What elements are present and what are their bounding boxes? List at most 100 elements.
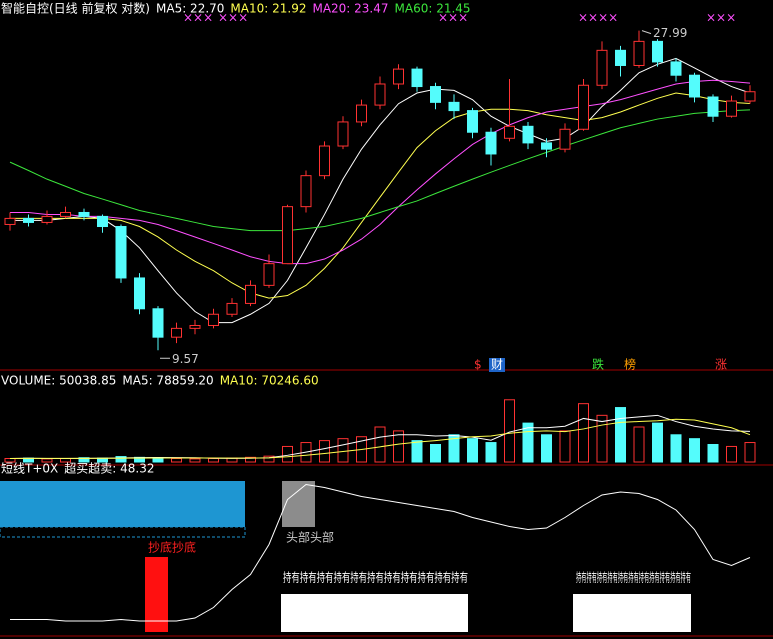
candle-body bbox=[633, 40, 645, 66]
volume-bar bbox=[337, 438, 349, 463]
candle-body bbox=[615, 49, 626, 66]
volume-bar bbox=[670, 434, 682, 463]
high-label: 27.99 bbox=[653, 26, 687, 40]
indicator-line bbox=[10, 483, 751, 622]
candle-body bbox=[448, 101, 460, 112]
legend-label: MA20: 23.47 bbox=[312, 2, 388, 16]
volume-bar bbox=[522, 422, 534, 463]
candle-body bbox=[430, 86, 441, 103]
volume-bar bbox=[374, 426, 386, 463]
candle-body bbox=[504, 125, 515, 139]
candle-body bbox=[541, 142, 552, 150]
bottom-bar bbox=[145, 557, 168, 632]
volume-bar bbox=[744, 442, 756, 463]
candle-body bbox=[356, 104, 367, 123]
legend-label: VOLUME: 50038.85 bbox=[1, 374, 116, 388]
candle-body bbox=[152, 308, 164, 338]
ma-line bbox=[9, 418, 751, 459]
volume-bar bbox=[467, 438, 478, 463]
candle-body bbox=[707, 96, 719, 117]
annotation-bg bbox=[489, 358, 505, 372]
signal: ××× bbox=[218, 11, 248, 25]
volume-bar bbox=[245, 456, 256, 463]
volume-bar bbox=[430, 444, 441, 463]
hold-zone bbox=[281, 594, 468, 632]
signal: ××× bbox=[438, 11, 468, 25]
legend-label: 短线T+0X bbox=[1, 462, 58, 476]
candle-body bbox=[282, 206, 293, 265]
candle-body bbox=[319, 145, 330, 177]
ma-line bbox=[10, 79, 751, 265]
volume-bar bbox=[448, 434, 460, 463]
candle-body bbox=[4, 217, 16, 225]
volume-bar bbox=[393, 430, 404, 463]
low-label: 9.57 bbox=[172, 352, 199, 366]
legend-label: MA10: 21.92 bbox=[230, 2, 306, 16]
candle-body bbox=[171, 327, 182, 338]
ma-line bbox=[9, 109, 751, 232]
candle-body bbox=[467, 110, 478, 133]
hold-label: 持有持有持有持有持有持有持有持有持有持有持有 bbox=[576, 570, 691, 585]
candle-body bbox=[393, 68, 404, 85]
candle-body bbox=[263, 263, 275, 286]
legend-label: MA10: 70246.60 bbox=[220, 374, 319, 388]
top-zone bbox=[282, 481, 315, 527]
volume-bar bbox=[319, 440, 330, 463]
volume-bar bbox=[652, 422, 663, 463]
signal: ××× bbox=[706, 11, 736, 25]
volume-bar bbox=[578, 403, 589, 463]
annotation: 财 bbox=[491, 358, 503, 372]
candle-body bbox=[60, 211, 71, 217]
legend-label: MA5: 22.70 bbox=[156, 2, 224, 16]
volume-bar bbox=[707, 444, 719, 463]
volume-bar bbox=[263, 455, 275, 463]
volume-bar bbox=[541, 434, 552, 463]
volume-bar bbox=[208, 458, 219, 463]
candle-body bbox=[485, 131, 497, 155]
annotation: 跌 bbox=[592, 357, 604, 372]
candle-body bbox=[134, 277, 145, 310]
candle-body bbox=[596, 49, 608, 86]
volume-bar bbox=[171, 458, 182, 463]
candle-body bbox=[744, 91, 756, 102]
candle-body bbox=[226, 302, 238, 315]
signal: ×××× bbox=[578, 11, 618, 25]
candle-body bbox=[97, 215, 108, 228]
volume-bar bbox=[726, 445, 737, 463]
volume-bar bbox=[115, 456, 127, 463]
legend-label: MA60: 21.45 bbox=[395, 2, 471, 16]
candle-body bbox=[300, 175, 312, 208]
volume-bar bbox=[633, 426, 645, 463]
candle-body bbox=[23, 217, 34, 223]
candle-body bbox=[726, 100, 737, 117]
bottom-label: 抄底抄底 bbox=[148, 540, 196, 555]
annotation: 榜 bbox=[624, 357, 636, 372]
blue-hatch bbox=[0, 526, 246, 538]
candle-body bbox=[374, 83, 386, 106]
signal: ××× bbox=[183, 11, 213, 25]
hold-label: 持有持有持有持有持有持有持有持有持有持有持有 bbox=[283, 570, 468, 585]
annotation: $ bbox=[474, 358, 482, 372]
candle-body bbox=[670, 61, 682, 76]
candle-body bbox=[578, 84, 589, 130]
hold-zone bbox=[573, 594, 691, 632]
candle-body bbox=[41, 215, 53, 223]
top-label: 头部头部 bbox=[286, 530, 334, 545]
candle-body bbox=[652, 40, 663, 63]
volume-bar bbox=[485, 442, 497, 463]
volume-bar bbox=[689, 438, 700, 463]
legend-label: 智能自控(日线 前复权 对数) bbox=[1, 1, 150, 16]
legend-label: 超买超卖: 48.32 bbox=[64, 461, 154, 476]
candle-body bbox=[115, 226, 127, 279]
candle-body bbox=[559, 128, 571, 150]
volume-bar bbox=[615, 407, 626, 463]
candle-body bbox=[689, 74, 700, 98]
volume-bar bbox=[559, 430, 571, 463]
volume-bar bbox=[411, 440, 423, 463]
ma-line bbox=[10, 57, 751, 324]
candle-body bbox=[78, 211, 90, 217]
candle-body bbox=[245, 284, 256, 304]
blue-zone bbox=[0, 481, 245, 527]
legend-label: MA5: 78859.20 bbox=[122, 374, 213, 388]
